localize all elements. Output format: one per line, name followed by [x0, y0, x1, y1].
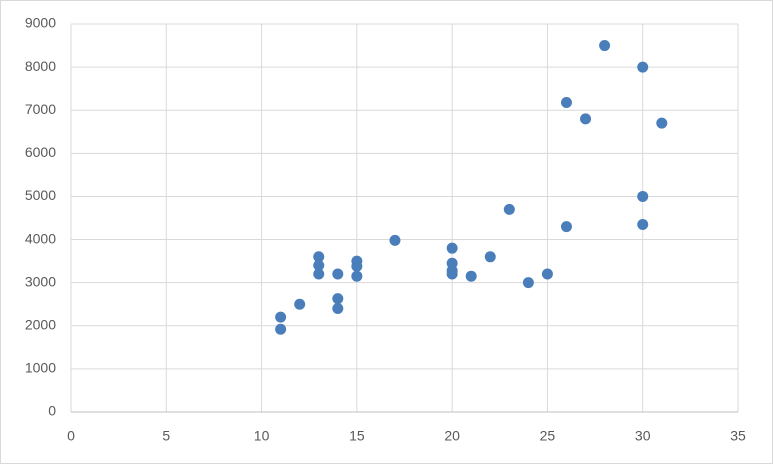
x-tick-label: 10 — [254, 428, 270, 444]
x-tick-label: 30 — [635, 428, 651, 444]
x-tick-label: 25 — [540, 428, 556, 444]
point — [275, 311, 287, 323]
point — [522, 277, 534, 289]
y-tick-label: 8000 — [25, 58, 56, 74]
point — [313, 259, 325, 271]
y-tick-label: 7000 — [25, 101, 56, 117]
point — [332, 268, 344, 280]
y-tick-label: 4000 — [25, 230, 56, 246]
point — [580, 113, 592, 125]
y-tick-label: 0 — [48, 403, 56, 419]
point — [332, 303, 344, 315]
point — [656, 117, 668, 129]
y-tick-label: 9000 — [25, 15, 56, 31]
point — [560, 221, 572, 233]
point — [389, 234, 401, 246]
y-tick-label: 5000 — [25, 187, 56, 203]
y-tick-label: 3000 — [25, 273, 56, 289]
y-tick-label: 1000 — [25, 360, 56, 376]
x-tick-label: 20 — [444, 428, 460, 444]
point — [541, 268, 553, 280]
point — [446, 242, 458, 254]
y-tick-label: 6000 — [25, 144, 56, 160]
point — [351, 270, 363, 282]
x-tick-label: 15 — [349, 428, 365, 444]
point — [637, 61, 649, 73]
point — [275, 323, 287, 335]
point — [560, 96, 572, 108]
point — [637, 218, 649, 230]
point — [484, 251, 496, 263]
point — [599, 40, 611, 52]
x-tick-label: 0 — [67, 428, 75, 444]
point — [313, 251, 325, 263]
point — [503, 203, 515, 215]
point — [313, 268, 325, 280]
point — [332, 293, 344, 305]
point — [465, 270, 477, 282]
x-tick-label: 5 — [162, 428, 170, 444]
point — [637, 190, 649, 202]
point — [294, 298, 306, 310]
y-tick-label: 2000 — [25, 316, 56, 332]
point — [446, 268, 458, 280]
x-tick-label: 35 — [730, 428, 746, 444]
point — [351, 260, 363, 272]
